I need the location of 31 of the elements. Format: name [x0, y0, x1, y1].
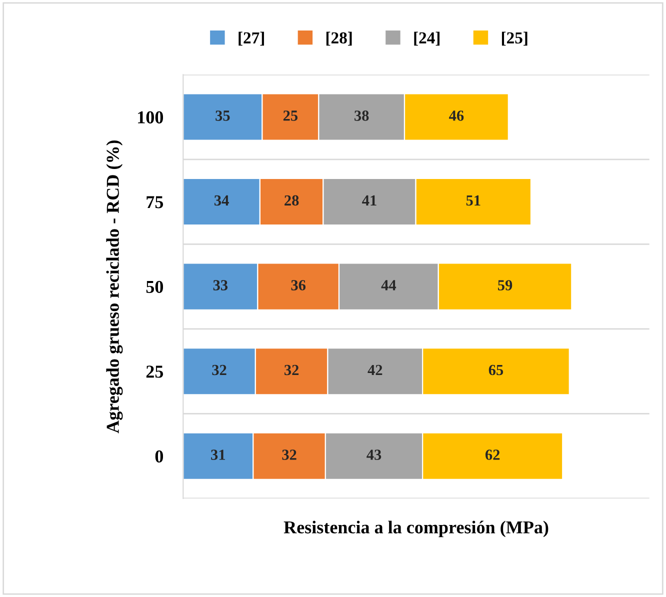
data-label: 62 — [485, 450, 500, 460]
y-tick-label: 0 — [155, 450, 164, 463]
data-label: 36 — [291, 280, 306, 290]
data-label: 32 — [212, 364, 226, 376]
y-tick-label: 75 — [146, 196, 164, 208]
data-label: 31 — [211, 450, 226, 460]
data-label: 25 — [283, 110, 298, 121]
data-label: 44 — [381, 280, 396, 290]
data-label: 43 — [366, 450, 382, 460]
legend-label: [27] — [238, 32, 264, 46]
data-label: 65 — [488, 364, 504, 376]
data-label: 38 — [354, 110, 369, 121]
y-tick-label: 25 — [146, 366, 164, 378]
y-tick-label: 100 — [138, 111, 164, 124]
data-label: 51 — [466, 195, 480, 206]
data-label: 42 — [368, 364, 382, 376]
data-label: 35 — [216, 110, 230, 121]
data-label: 46 — [449, 110, 464, 121]
legend-label: [28] — [326, 32, 352, 46]
data-label: 32 — [282, 450, 296, 460]
y-axis-title: Agregado grueso reciclado - RCD (%) — [106, 140, 123, 434]
data-label: 33 — [213, 280, 228, 290]
x-axis-title: Resistencia a la compresión (MPa) — [284, 520, 548, 538]
data-label: 28 — [284, 195, 299, 206]
data-label: 59 — [498, 280, 512, 290]
y-tick-label: 50 — [146, 280, 164, 293]
legend-label: [24] — [414, 32, 440, 46]
data-label: 34 — [214, 195, 229, 206]
data-label: 32 — [284, 364, 299, 376]
legend-label: [25] — [502, 32, 528, 46]
data-label: 41 — [362, 195, 376, 206]
